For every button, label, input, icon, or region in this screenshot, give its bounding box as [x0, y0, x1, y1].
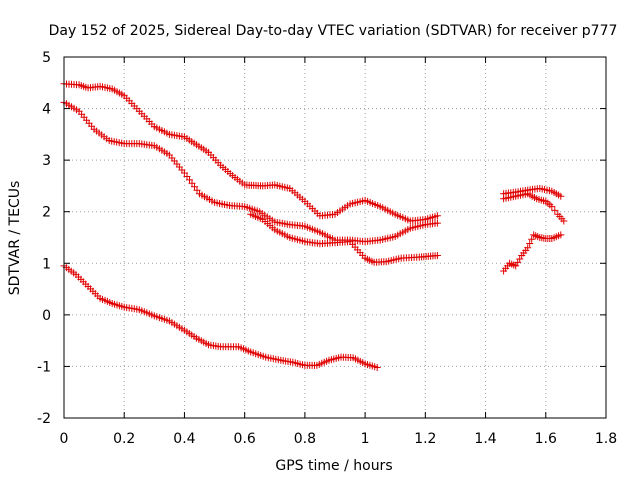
y-tick-label: 5 — [42, 50, 51, 66]
y-tick-label: 2 — [42, 205, 51, 221]
x-tick-label: 0.8 — [294, 431, 316, 447]
x-tick-label: 1.6 — [535, 431, 557, 447]
x-tick-label: 1.8 — [595, 431, 617, 447]
plot-frame — [63, 56, 607, 419]
x-tick-label: 0 — [60, 431, 69, 447]
data-point — [433, 219, 441, 227]
data-point-fill — [526, 240, 534, 247]
y-axis-label: SDTVAR / TECUs — [7, 181, 23, 296]
data-point — [548, 203, 556, 211]
chart-title: Day 152 of 2025, Sidereal Day-to-day VTE… — [49, 23, 618, 39]
x-tick-label: 0.4 — [173, 431, 195, 447]
data-point — [560, 217, 568, 225]
ticks-layer: 0 0.2 0.4 0.6 0.8 1 1.2 1.4 1.6 1.8 -2 -1 0 1 2 3 4 5 — [37, 50, 617, 447]
data-point — [557, 192, 565, 200]
x-tick-label: 1 — [361, 431, 370, 447]
data-point — [524, 244, 532, 252]
x-tick-label: 0.6 — [234, 431, 256, 447]
data-point — [433, 252, 441, 259]
y-tick-label: 0 — [42, 308, 51, 324]
x-tick-label: 1.2 — [414, 431, 436, 447]
y-tick-label: 4 — [42, 102, 51, 118]
y-tick-label: -2 — [37, 411, 51, 427]
y-tick-label: -1 — [37, 359, 51, 375]
x-axis-label: GPS time / hours — [275, 458, 392, 474]
grid-layer — [64, 57, 606, 418]
y-tick-label: 1 — [42, 256, 51, 272]
x-tick-label: 0.2 — [113, 431, 135, 447]
marks-layer — [60, 80, 568, 371]
data-point-fill — [528, 235, 536, 243]
y-tick-label: 3 — [42, 153, 51, 169]
data-point — [557, 231, 565, 239]
data-point — [373, 364, 381, 371]
x-tick-label: 1.4 — [474, 431, 496, 447]
data-point — [433, 212, 441, 220]
data-point-fill — [551, 206, 559, 214]
